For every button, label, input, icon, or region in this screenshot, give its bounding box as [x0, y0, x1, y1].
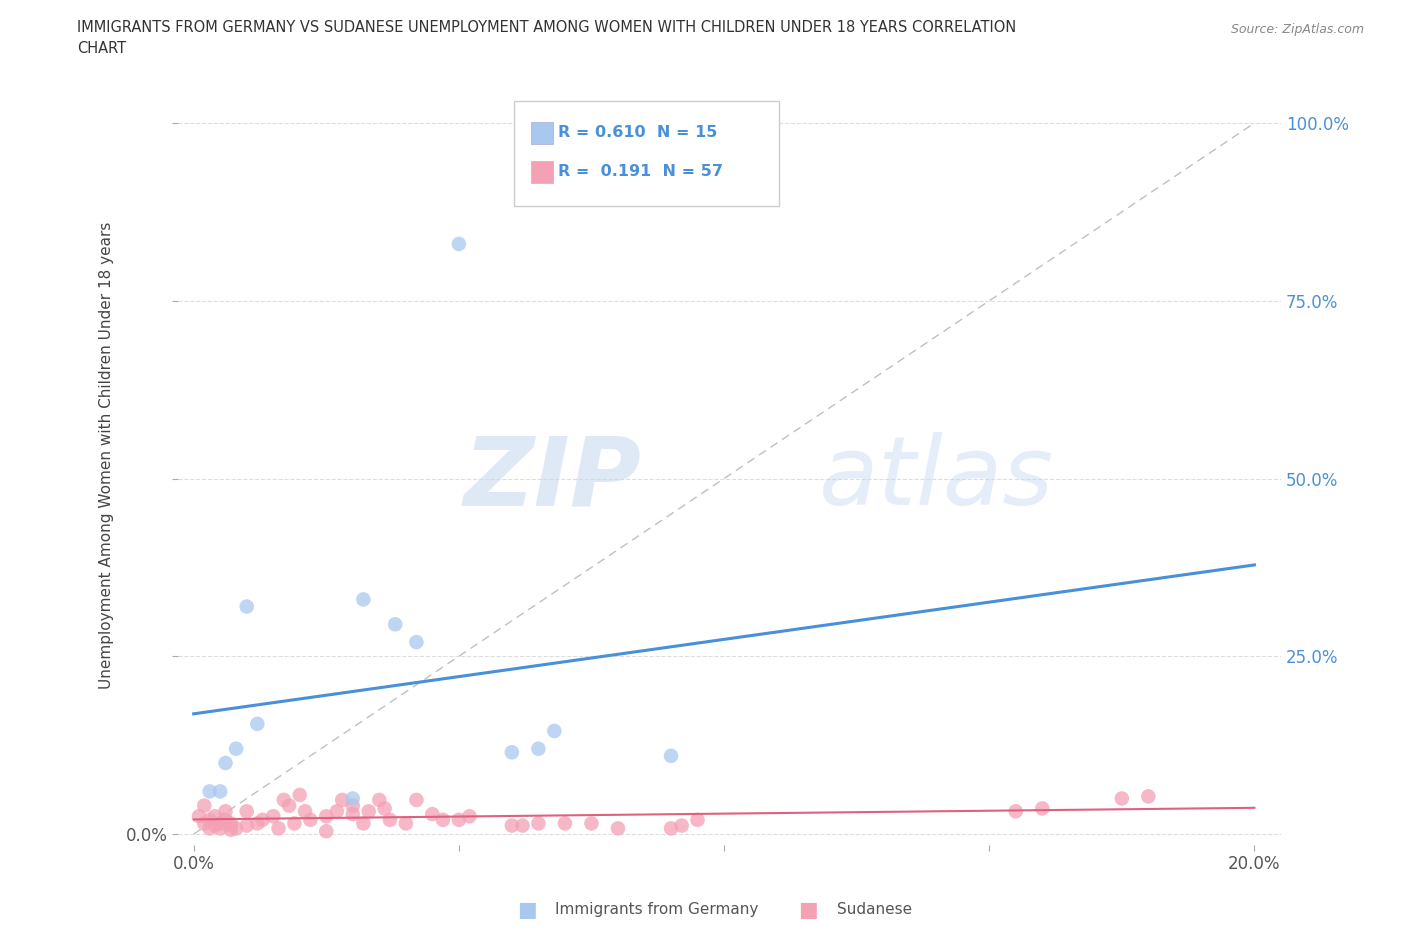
Point [214, 813, 236, 828]
Point [315, 809, 337, 824]
Point [1004, 804, 1026, 818]
Point [422, 806, 444, 821]
Point [607, 821, 630, 836]
Text: R =  0.191  N = 57: R = 0.191 N = 57 [558, 164, 723, 179]
FancyBboxPatch shape [515, 101, 779, 206]
Point [219, 822, 242, 837]
Point [405, 792, 427, 807]
Point [267, 821, 290, 836]
Point [246, 816, 269, 830]
Point [225, 741, 247, 756]
Point [204, 818, 226, 833]
Point [1111, 791, 1133, 806]
Point [352, 816, 374, 830]
Point [458, 809, 481, 824]
Point [342, 798, 364, 813]
Point [235, 804, 257, 818]
Point [198, 813, 221, 828]
FancyBboxPatch shape [531, 161, 553, 183]
Text: IMMIGRANTS FROM GERMANY VS SUDANESE UNEMPLOYMENT AMONG WOMEN WITH CHILDREN UNDER: IMMIGRANTS FROM GERMANY VS SUDANESE UNEM… [77, 20, 1017, 35]
Point [235, 818, 257, 833]
Point [326, 804, 349, 818]
Point [219, 818, 242, 833]
Point [671, 818, 693, 833]
Point [209, 784, 232, 799]
Text: Source: ZipAtlas.com: Source: ZipAtlas.com [1230, 23, 1364, 36]
Point [294, 804, 316, 818]
Point [352, 592, 374, 607]
Point [543, 724, 565, 738]
Point [209, 821, 232, 836]
Point [686, 813, 709, 828]
Point [501, 745, 523, 760]
Point [527, 816, 550, 830]
Point [198, 821, 221, 836]
Point [278, 798, 301, 813]
Point [235, 599, 257, 614]
Point [501, 818, 523, 833]
Point [342, 791, 364, 806]
Point [395, 816, 418, 830]
Point [357, 804, 380, 818]
Point [288, 788, 311, 803]
Point [225, 821, 247, 836]
Point [1137, 789, 1160, 804]
Point [299, 813, 322, 828]
Y-axis label: Unemployment Among Women with Children Under 18 years: Unemployment Among Women with Children U… [100, 221, 114, 689]
Point [378, 813, 401, 828]
Point [432, 813, 454, 828]
Point [368, 792, 391, 807]
Point [198, 784, 221, 799]
Point [659, 749, 682, 764]
Point [193, 816, 215, 830]
Point [193, 798, 215, 813]
Text: ■: ■ [799, 899, 818, 920]
Text: Sudanese: Sudanese [837, 902, 911, 917]
Point [405, 634, 427, 649]
Text: ■: ■ [517, 899, 537, 920]
Point [512, 818, 534, 833]
Point [188, 809, 211, 824]
Text: Immigrants from Germany: Immigrants from Germany [555, 902, 759, 917]
Point [374, 801, 396, 816]
Text: R = 0.610  N = 15: R = 0.610 N = 15 [558, 125, 717, 140]
Point [659, 821, 682, 836]
Point [527, 741, 550, 756]
Point [214, 755, 236, 770]
Point [246, 716, 269, 731]
Point [209, 816, 232, 830]
Point [252, 813, 274, 828]
Text: CHART: CHART [77, 41, 127, 56]
Point [447, 813, 470, 828]
Point [204, 809, 226, 824]
Point [581, 816, 603, 830]
Point [262, 809, 284, 824]
Point [554, 816, 576, 830]
Point [214, 804, 236, 818]
Point [315, 824, 337, 839]
Text: atlas: atlas [818, 432, 1053, 525]
Text: ZIP: ZIP [463, 432, 641, 525]
Point [330, 792, 353, 807]
Point [219, 816, 242, 830]
Point [273, 792, 295, 807]
Point [384, 617, 406, 631]
Point [342, 806, 364, 821]
Point [283, 816, 305, 830]
Point [447, 236, 470, 251]
Point [1031, 801, 1053, 816]
FancyBboxPatch shape [531, 122, 553, 144]
